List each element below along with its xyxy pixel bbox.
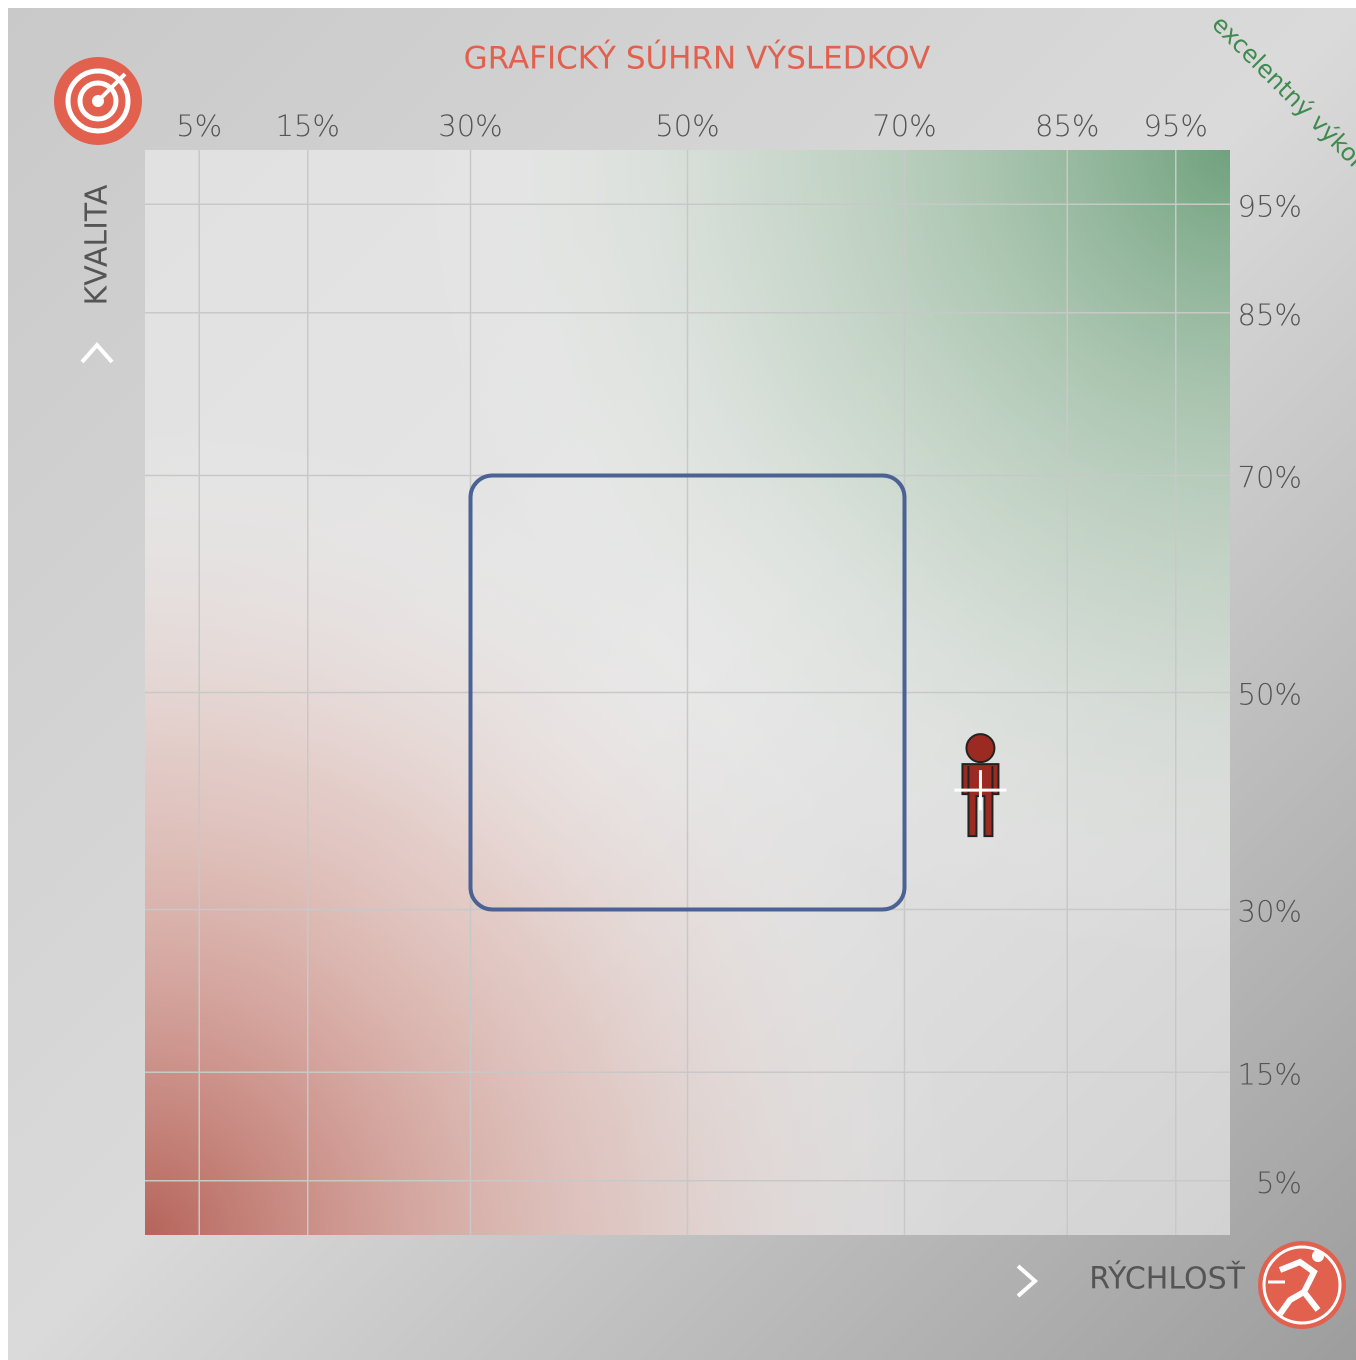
runner-icon <box>1258 1241 1346 1329</box>
x-tick-label: 95% <box>1144 109 1208 143</box>
target-icon <box>54 57 142 145</box>
y-tick-label: 15% <box>1238 1057 1302 1091</box>
y-tick-label: 85% <box>1238 298 1302 332</box>
x-tick-label: 85% <box>1035 109 1099 143</box>
y-tick-label: 30% <box>1238 895 1302 929</box>
grid <box>145 150 1230 1235</box>
x-tick-label: 70% <box>872 109 936 143</box>
x-tick-label: 15% <box>276 109 340 143</box>
x-tick-label: 30% <box>438 109 502 143</box>
x-tick-label: 5% <box>176 109 222 143</box>
chart-title: GRAFICKÝ SÚHRN VÝSLEDKOV <box>464 40 931 77</box>
page: {"chart_data": {"type": "scatter", "titl… <box>0 0 1356 1360</box>
x-axis-label: RÝCHLOSŤ <box>1089 1261 1245 1297</box>
person-head <box>966 734 994 762</box>
chart: GRAFICKÝ SÚHRN VÝSLEDKOV excelentný výko… <box>0 0 1356 1360</box>
y-tick-label: 70% <box>1238 461 1302 495</box>
y-axis-label: KVALITA <box>80 184 115 305</box>
x-tick-label: 50% <box>655 109 719 143</box>
y-tick-label: 5% <box>1256 1166 1302 1200</box>
y-tick-label: 50% <box>1238 678 1302 712</box>
y-tick-label: 95% <box>1238 189 1302 223</box>
